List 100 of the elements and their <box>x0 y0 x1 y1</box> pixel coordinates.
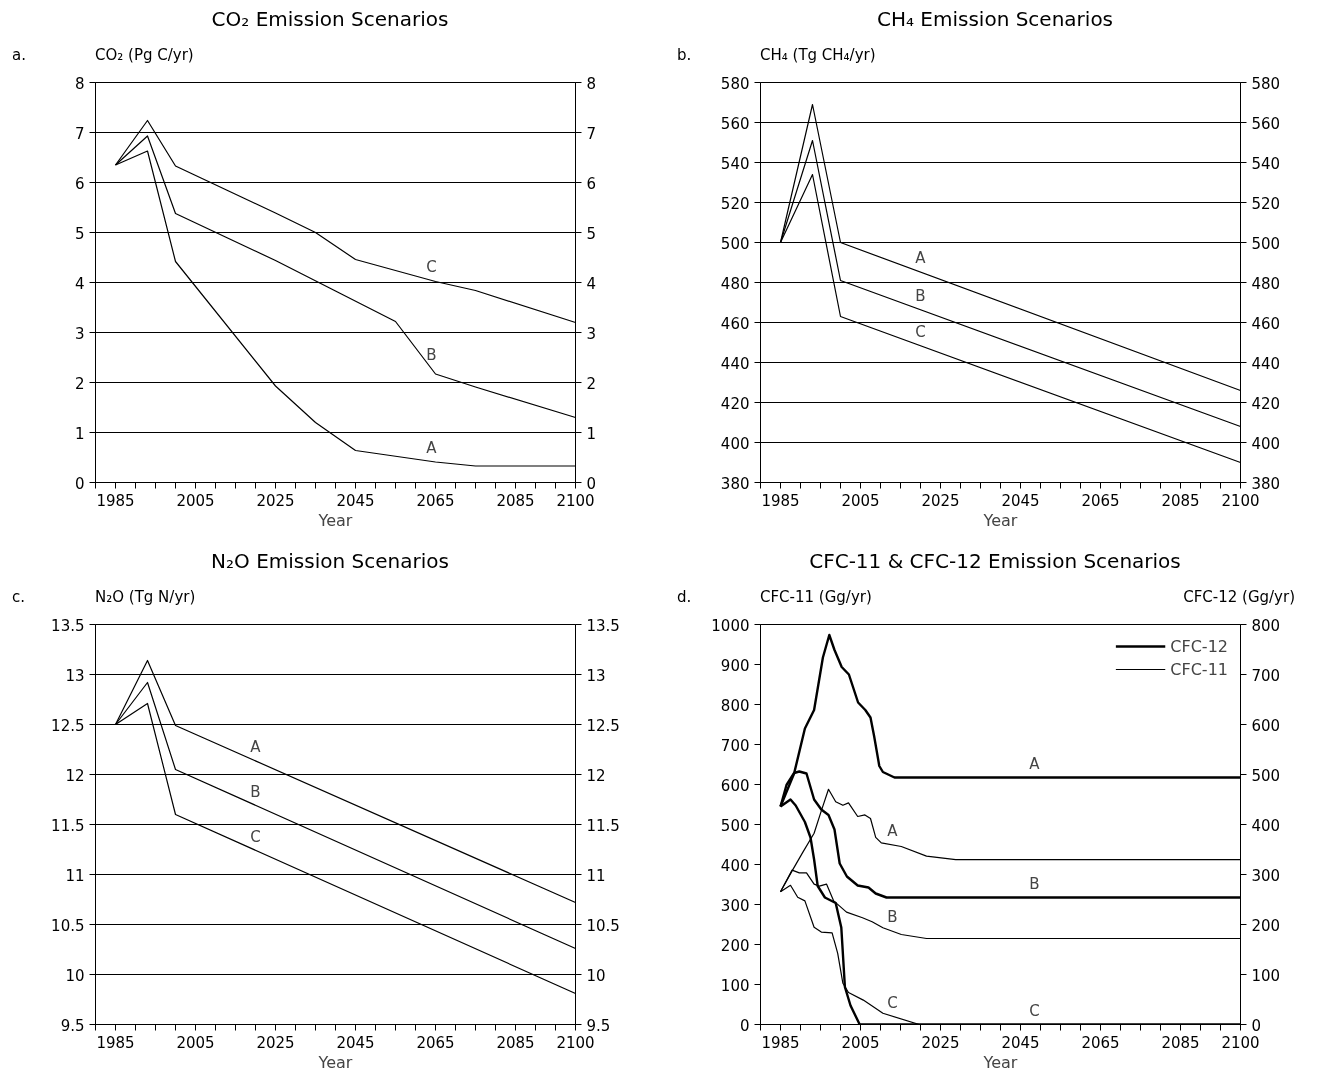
annotation: C <box>887 994 898 1013</box>
y-tick-label: 400 <box>720 434 750 453</box>
y-tick-label: 12.5 <box>51 716 85 735</box>
y-tick-label: 9.5 <box>60 1016 85 1035</box>
y2-tick-label: 13 <box>586 666 606 685</box>
y-tick-label: 800 <box>720 696 750 715</box>
text: d. <box>677 587 692 608</box>
y2-tick-label: 2 <box>586 374 597 393</box>
y2-tick-label: 420 <box>1251 394 1281 413</box>
y2-tick-label: 8 <box>586 74 597 93</box>
y-tick-label: 11.5 <box>51 816 85 835</box>
chart-title: N₂O Emission Scenarios <box>211 548 449 575</box>
y2-tick-label: 300 <box>1251 866 1281 885</box>
text: b. <box>677 45 692 66</box>
y2-tick-label: 540 <box>1251 154 1281 173</box>
x-tick-label: 2045 <box>1001 491 1040 510</box>
y-tick-label: 2 <box>74 374 85 393</box>
y2-tick-label: 12.5 <box>586 716 620 735</box>
y-tick-label: 0 <box>74 474 85 493</box>
y-tick-label: 420 <box>720 394 750 413</box>
annotation: B <box>915 286 926 305</box>
x-tick-label: 2100 <box>556 491 595 510</box>
y2-tick-label: 4 <box>586 274 597 293</box>
y2-tick-label: 5 <box>586 224 597 243</box>
y-tick-label: 12 <box>65 766 85 785</box>
y-axis-title: CH₄ (Tg CH₄/yr) <box>760 45 876 66</box>
y2-tick-label: 400 <box>1251 434 1281 453</box>
y-tick-label: 7 <box>74 124 85 143</box>
y2-tick-label: 200 <box>1251 916 1281 935</box>
x-tick-label: 2005 <box>841 1033 880 1052</box>
x-tick-label: 2085 <box>496 491 535 510</box>
y-tick-label: 400 <box>720 856 750 875</box>
y-tick-label: 440 <box>720 354 750 373</box>
y-tick-label: 5 <box>74 224 85 243</box>
y-tick-label: 520 <box>720 194 750 213</box>
x-tick-label: 2085 <box>1161 1033 1200 1052</box>
y-tick-label: 500 <box>720 816 750 835</box>
x-tick-label: 2045 <box>1001 1033 1040 1052</box>
y2-tick-label: 12 <box>586 766 606 785</box>
x-axis-title: Year <box>982 510 1018 530</box>
x-tick-label: 2100 <box>1221 1033 1260 1052</box>
annotation: A <box>1029 754 1041 773</box>
annotation: B <box>250 782 261 801</box>
y-tick-label: 200 <box>720 936 750 955</box>
y-tick-label: 13 <box>65 666 85 685</box>
y2-tick-label: 10 <box>586 966 606 985</box>
x-tick-label: 2005 <box>176 1033 215 1052</box>
x-axis-title: Year <box>982 1052 1018 1069</box>
y-tick-label: 580 <box>720 74 750 93</box>
x-tick-label: 1985 <box>761 491 800 510</box>
annotation: A <box>915 249 927 268</box>
y2-tick-label: 500 <box>1251 234 1281 253</box>
x-axis-title: Year <box>317 1052 353 1069</box>
y-axis-title: CFC-11 (Gg/yr) <box>760 587 872 608</box>
chart-title: CO₂ Emission Scenarios <box>211 6 449 33</box>
x-tick-label: 2100 <box>1221 491 1260 510</box>
y2-tick-label: 9.5 <box>586 1016 611 1035</box>
x-tick-label: 2100 <box>556 1033 595 1052</box>
y2-tick-label: 7 <box>586 124 597 143</box>
y-tick-label: 480 <box>720 274 750 293</box>
y-tick-label: 1 <box>74 424 85 443</box>
y-tick-label: 3 <box>74 324 85 343</box>
x-axis-title: Year <box>317 510 353 530</box>
y2-tick-label: 13.5 <box>586 616 620 635</box>
y2-tick-label: 10.5 <box>586 916 620 935</box>
y-tick-label: 560 <box>720 114 750 133</box>
x-tick-label: 2025 <box>921 1033 960 1052</box>
annotation: C <box>915 322 926 341</box>
x-tick-label: 2065 <box>416 491 455 510</box>
y-tick-label: 8 <box>74 74 85 93</box>
y-tick-label: 460 <box>720 314 750 333</box>
y-tick-label: 4 <box>74 274 85 293</box>
annotation: A <box>887 821 899 840</box>
y-tick-label: 600 <box>720 776 750 795</box>
x-tick-label: 2005 <box>176 491 215 510</box>
y2-tick-label: 500 <box>1251 766 1281 785</box>
annotation: B <box>1029 874 1040 893</box>
y-tick-label: 300 <box>720 896 750 915</box>
y2-tick-label: 700 <box>1251 666 1281 685</box>
chart-title: CH₄ Emission Scenarios <box>876 6 1114 33</box>
y2-tick-label: 1 <box>586 424 597 443</box>
annotation: C <box>1029 1001 1040 1020</box>
y2-tick-label: 460 <box>1251 314 1281 333</box>
annotation: B <box>426 346 437 364</box>
y-tick-label: 0 <box>739 1016 750 1035</box>
y-tick-label: 900 <box>720 656 750 675</box>
y2-tick-label: 600 <box>1251 716 1281 735</box>
y-tick-label: 6 <box>74 174 85 193</box>
legend-label: CFC-11 <box>1170 659 1228 679</box>
y-tick-label: 13.5 <box>51 616 85 635</box>
y-axis-title: N₂O (Tg N/yr) <box>95 587 196 608</box>
x-tick-label: 2045 <box>336 1033 375 1052</box>
annotation: C <box>250 827 261 846</box>
x-tick-label: 1985 <box>96 1033 135 1052</box>
x-tick-label: 2065 <box>416 1033 455 1052</box>
y-tick-label: 10.5 <box>51 916 85 935</box>
y2-tick-label: 800 <box>1251 616 1281 635</box>
x-tick-label: 2005 <box>841 491 880 510</box>
legend-label: CFC-12 <box>1170 636 1228 656</box>
x-tick-label: 2025 <box>921 491 960 510</box>
